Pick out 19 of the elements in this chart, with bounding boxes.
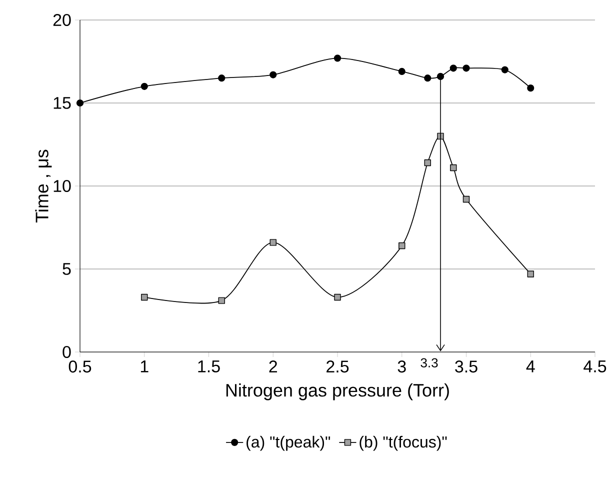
- x-axis-title: Nitrogen gas pressure (Torr): [226, 383, 449, 400]
- x-tick-label: 2: [269, 360, 277, 372]
- x-tick-label: 3: [398, 360, 406, 373]
- y-axis-title: Time , μs: [35, 150, 52, 222]
- x-tick-label: 1: [140, 360, 148, 372]
- y-tick-label: 20: [53, 14, 71, 26]
- legend-label: (a) "t(peak)": [246, 436, 330, 451]
- x-tick-label: 2.5: [326, 360, 349, 373]
- y-tick-label: 0: [62, 346, 71, 358]
- x-tick-label: 0.5: [68, 360, 92, 373]
- x-tick-label: 3.5: [455, 360, 478, 373]
- y-tick-label: 10: [54, 180, 71, 192]
- x-tick-label: 4.5: [584, 360, 606, 372]
- legend-label: (b) "t(focus)": [360, 436, 447, 451]
- y-tick-label: 5: [62, 263, 71, 275]
- x-tick-label: 4: [526, 360, 535, 372]
- x-tick-label: 1.5: [198, 360, 220, 372]
- ref-line-label: 3.3: [420, 358, 438, 368]
- y-tick-label: 15: [54, 97, 71, 109]
